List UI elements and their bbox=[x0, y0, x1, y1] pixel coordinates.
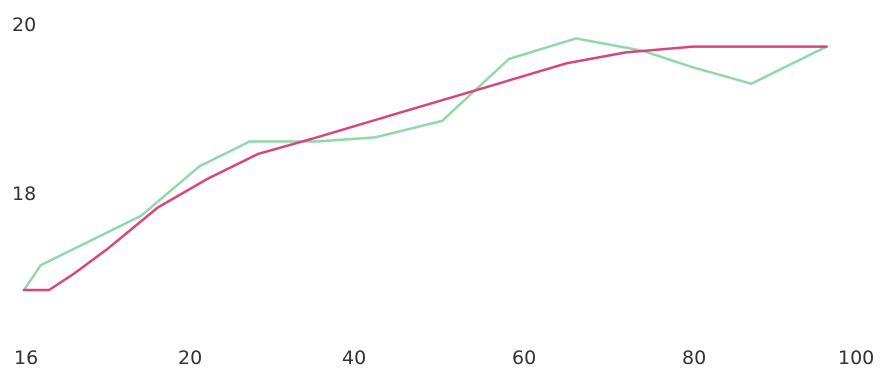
y-axis-ticks: 20 18 bbox=[12, 14, 36, 205]
series-layer bbox=[22, 37, 828, 292]
y-tick-label: 20 bbox=[12, 14, 36, 36]
x-tick-label: 100 bbox=[838, 347, 874, 369]
x-tick-label: 60 bbox=[512, 347, 536, 369]
series-line-1 bbox=[22, 37, 828, 292]
series-line-2 bbox=[22, 45, 828, 292]
x-tick-label: 16 bbox=[14, 347, 38, 369]
x-tick-label: 80 bbox=[682, 347, 706, 369]
x-tick-label: 40 bbox=[342, 347, 366, 369]
y-tick-label: 18 bbox=[12, 183, 36, 205]
x-axis-ticks: 16 20 40 60 80 100 bbox=[14, 347, 874, 369]
x-tick-label: 20 bbox=[178, 347, 202, 369]
